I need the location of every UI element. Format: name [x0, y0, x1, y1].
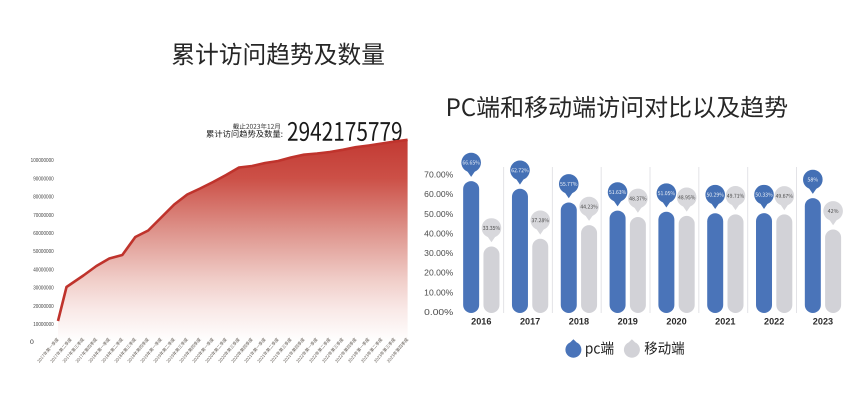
svg-text:70000000: 70000000 [33, 213, 53, 219]
svg-text:2023: 2023 [813, 317, 833, 327]
svg-text:10000000: 10000000 [33, 322, 53, 328]
svg-text:0: 0 [30, 339, 34, 346]
svg-text:70.00%: 70.00% [424, 170, 453, 180]
svg-text:30000000: 30000000 [33, 286, 53, 292]
svg-text:20.00%: 20.00% [424, 268, 453, 278]
svg-text:40.00%: 40.00% [424, 228, 453, 238]
svg-text:2022: 2022 [764, 317, 784, 327]
svg-text:50.00%: 50.00% [424, 209, 453, 219]
svg-text:100000000: 100000000 [31, 158, 54, 164]
svg-text:30.00%: 30.00% [424, 248, 453, 258]
svg-text:2018: 2018 [569, 317, 589, 327]
svg-text:0.00%: 0.00% [424, 307, 454, 317]
svg-text:80000000: 80000000 [33, 195, 53, 201]
svg-text:60.00%: 60.00% [424, 189, 453, 199]
svg-text:90000000: 90000000 [33, 176, 53, 182]
svg-text:20000000: 20000000 [33, 304, 53, 310]
svg-text:2019: 2019 [618, 317, 638, 327]
svg-text:2017: 2017 [520, 317, 540, 327]
svg-text:50000000: 50000000 [33, 249, 53, 255]
svg-text:2020: 2020 [666, 317, 686, 327]
svg-text:40000000: 40000000 [33, 267, 53, 273]
svg-text:10.00%: 10.00% [424, 287, 453, 297]
svg-text:2021: 2021 [715, 317, 735, 327]
svg-text:60000000: 60000000 [33, 231, 53, 237]
svg-text:2016: 2016 [471, 317, 491, 327]
